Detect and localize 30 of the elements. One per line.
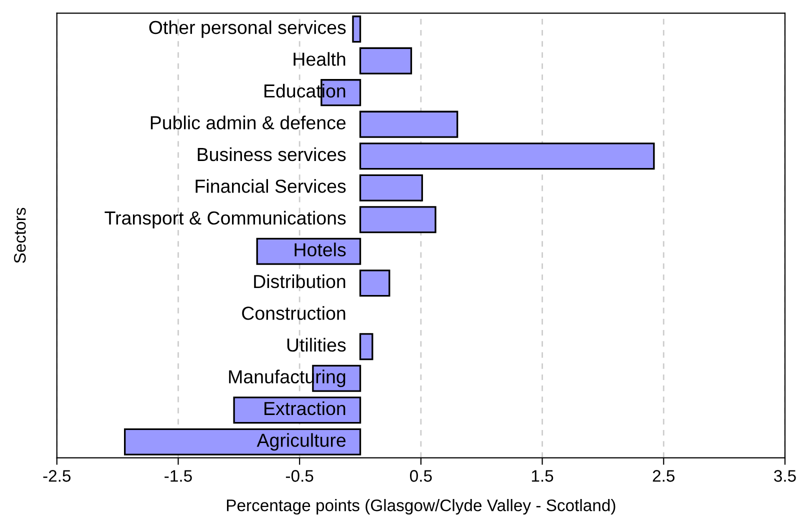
y-tick-label: Construction bbox=[242, 306, 346, 320]
y-tick-label: Public admin & defence bbox=[150, 116, 346, 130]
y-tick-label: Agriculture bbox=[256, 433, 346, 451]
x-axis-title: Percentage points (Glasgow/Clyde Valley - Scotland) bbox=[226, 499, 616, 515]
bar bbox=[359, 110, 458, 138]
bar bbox=[359, 142, 655, 170]
y-axis-title: Sectors bbox=[14, 208, 26, 263]
x-tick-label: 3.5 bbox=[774, 470, 796, 482]
x-tick-label: -2.5 bbox=[43, 470, 71, 482]
bar bbox=[359, 47, 412, 74]
bar bbox=[359, 270, 390, 297]
x-tick-label: -1.5 bbox=[164, 470, 192, 482]
y-tick-label: Distribution bbox=[254, 274, 346, 288]
y-tick-label: Transport & Communications bbox=[104, 210, 346, 228]
x-tick-label: -0.5 bbox=[286, 470, 314, 482]
x-tick-label: 0.5 bbox=[410, 470, 432, 482]
bar bbox=[359, 206, 436, 234]
y-tick-label: Other personal services bbox=[149, 20, 346, 38]
y-tick-label: Extraction bbox=[264, 401, 346, 416]
bar bbox=[233, 396, 362, 424]
y-tick-label: Financial Services bbox=[196, 179, 346, 193]
y-tick-label: Utilities bbox=[287, 338, 346, 352]
y-tick-label: Hotels bbox=[294, 242, 346, 256]
bar bbox=[359, 174, 423, 202]
x-tick-label: 2.5 bbox=[652, 470, 675, 482]
bar bbox=[359, 333, 374, 360]
bar bbox=[256, 238, 362, 265]
y-tick-label: Business services bbox=[198, 147, 346, 162]
x-tick-label: 1.5 bbox=[532, 470, 554, 482]
y-tick-label: Health bbox=[294, 52, 346, 66]
